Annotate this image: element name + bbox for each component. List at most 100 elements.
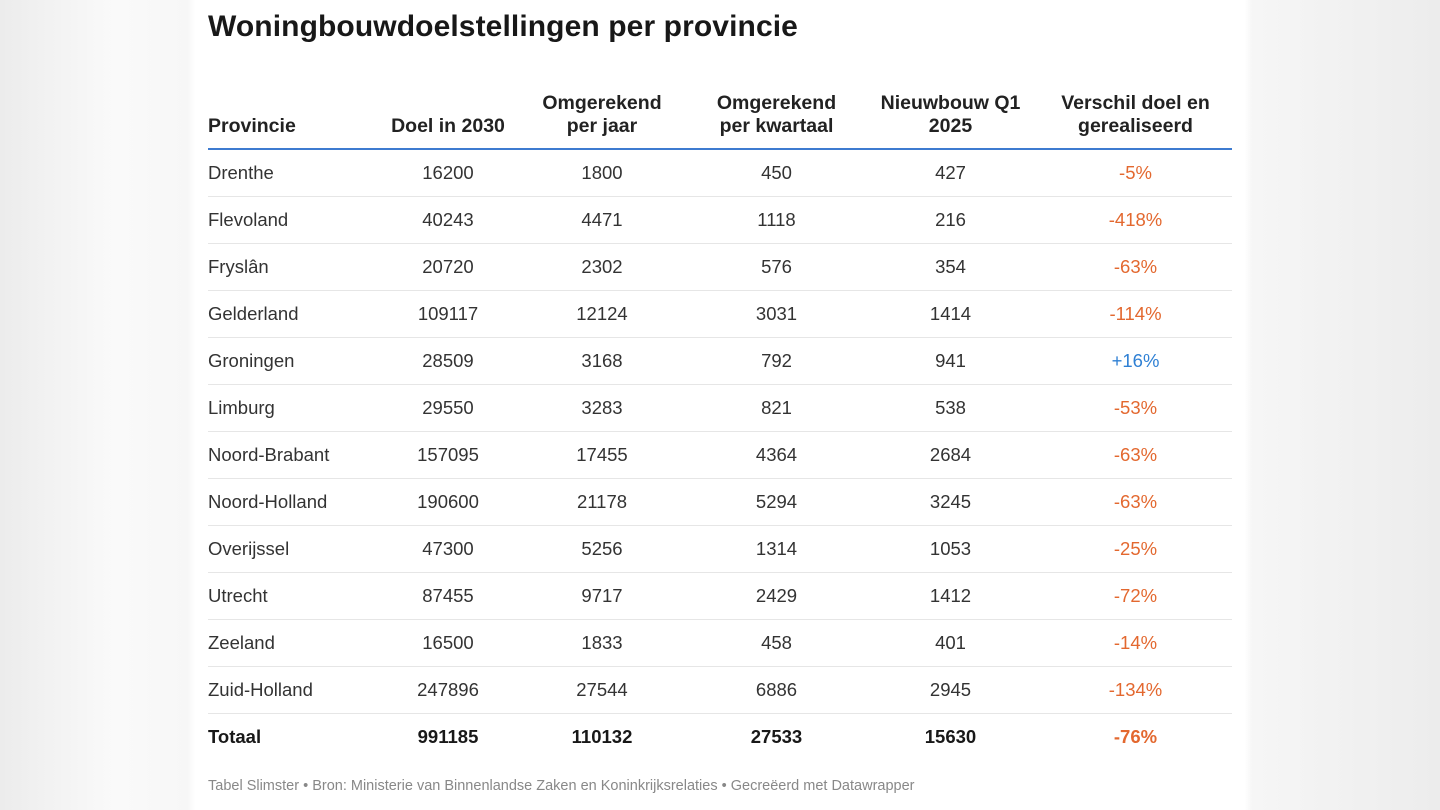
cell-verschil: -418% <box>1039 196 1232 244</box>
cell-per-kwartaal: 450 <box>691 149 862 197</box>
column-header-line: gerealiseerd <box>1078 115 1193 137</box>
cell-verschil: -63% <box>1039 478 1232 526</box>
cell-provincie: Groningen <box>208 337 383 385</box>
total-cell-nieuwbouw-q1-2025: 15630 <box>924 726 977 747</box>
cell-per-kwartaal: 2429 <box>691 572 862 620</box>
column-header-line: per kwartaal <box>719 115 834 137</box>
datawrapper-table-card: Woningbouwdoelstellingen per provincie P… <box>195 0 1245 810</box>
cell-provincie: Noord-Holland <box>208 478 383 526</box>
column-header-line: Doel in 2030 <box>391 115 505 137</box>
cell-per-jaar: 5256 <box>513 525 691 573</box>
cell-nieuwbouw-q1-2025: 354 <box>862 243 1039 291</box>
cell-doel-2030: 190600 <box>383 478 513 526</box>
table-row: Utrecht 87455 9717 2429 1412 -72% <box>208 572 1232 620</box>
cell-provincie: Limburg <box>208 384 383 432</box>
column-header-line: 2025 <box>928 115 973 137</box>
total-cell-provincie: Totaal <box>208 726 262 747</box>
total-cell-per-jaar: 110132 <box>571 726 633 747</box>
cell-per-kwartaal: 6886 <box>691 666 862 714</box>
cell-per-jaar: 17455 <box>513 431 691 479</box>
cell-verschil: -14% <box>1039 619 1232 667</box>
cell-provincie: Fryslân <box>208 243 383 291</box>
cell-verschil: -72% <box>1039 572 1232 620</box>
cell-doel-2030: 16500 <box>383 619 513 667</box>
cell-doel-2030: 47300 <box>383 525 513 573</box>
cell-per-kwartaal: 792 <box>691 337 862 385</box>
cell-per-jaar: 12124 <box>513 290 691 338</box>
table-row: Zeeland 16500 1833 458 401 -14% <box>208 619 1232 667</box>
table-row: Noord-Holland 190600 21178 5294 3245 -63% <box>208 478 1232 526</box>
column-header-nieuwbouw-q1-2025: Nieuwbouw Q1 2025 <box>862 70 1039 150</box>
table-row: Gelderland 109117 12124 3031 1414 -114% <box>208 290 1232 338</box>
cell-per-kwartaal: 821 <box>691 384 862 432</box>
cell-doel-2030: 247896 <box>383 666 513 714</box>
cell-nieuwbouw-q1-2025: 401 <box>862 619 1039 667</box>
table-row: Drenthe 16200 1800 450 427 -5% <box>208 149 1232 197</box>
table-header: Provincie Doel in 2030 Omgerekend per jaar O… <box>208 70 1232 150</box>
cell-per-jaar: 9717 <box>513 572 691 620</box>
table-row: Flevoland 40243 4471 1118 216 -418% <box>208 196 1232 244</box>
table-row: Zuid-Holland 247896 27544 6886 2945 -134% <box>208 666 1232 714</box>
total-cell-per-kwartaal: 27533 <box>750 726 803 747</box>
cell-per-jaar: 21178 <box>513 478 691 526</box>
column-header-line: Nieuwbouw Q1 <box>880 92 1021 114</box>
column-header-doel-2030: Doel in 2030 <box>383 70 513 150</box>
cell-provincie: Gelderland <box>208 290 383 338</box>
column-header-per-kwartaal: Omgerekend per kwartaal <box>691 70 862 150</box>
cell-doel-2030: 157095 <box>383 431 513 479</box>
column-header-line: per jaar <box>566 115 638 137</box>
column-header-line: Verschil doel en <box>1061 92 1210 114</box>
cell-provincie: Noord-Brabant <box>208 431 383 479</box>
column-header-per-jaar: Omgerekend per jaar <box>513 70 691 150</box>
cell-per-kwartaal: 458 <box>691 619 862 667</box>
cell-per-jaar: 27544 <box>513 666 691 714</box>
table-row: Overijssel 47300 5256 1314 1053 -25% <box>208 525 1232 573</box>
cell-verschil: +16% <box>1039 337 1232 385</box>
table-footer: Totaal 991185 110132 27533 15630 -76% <box>208 714 1232 761</box>
cell-per-kwartaal: 3031 <box>691 290 862 338</box>
total-cell-verschil: -76% <box>1113 726 1158 747</box>
cell-provincie: Zeeland <box>208 619 383 667</box>
column-header-line: Omgerekend <box>542 92 662 114</box>
cell-per-jaar: 2302 <box>513 243 691 291</box>
cell-nieuwbouw-q1-2025: 1412 <box>862 572 1039 620</box>
cell-per-jaar: 3168 <box>513 337 691 385</box>
table-row: Limburg 29550 3283 821 538 -53% <box>208 384 1232 432</box>
total-row: Totaal 991185 110132 27533 15630 -76% <box>208 714 1232 761</box>
cell-nieuwbouw-q1-2025: 2684 <box>862 431 1039 479</box>
cell-provincie: Drenthe <box>208 149 383 197</box>
total-cell-doel-2030: 991185 <box>417 726 479 747</box>
cell-per-kwartaal: 1118 <box>691 196 862 244</box>
cell-nieuwbouw-q1-2025: 2945 <box>862 666 1039 714</box>
cell-nieuwbouw-q1-2025: 3245 <box>862 478 1039 526</box>
cell-nieuwbouw-q1-2025: 216 <box>862 196 1039 244</box>
cell-per-jaar: 3283 <box>513 384 691 432</box>
cell-verschil: -53% <box>1039 384 1232 432</box>
table-row: Groningen 28509 3168 792 941 +16% <box>208 337 1232 385</box>
cell-verschil: -114% <box>1039 290 1232 338</box>
data-table: Provincie Doel in 2030 Omgerekend per jaar O… <box>208 70 1232 760</box>
cell-per-kwartaal: 5294 <box>691 478 862 526</box>
cell-verschil: -63% <box>1039 243 1232 291</box>
cell-doel-2030: 87455 <box>383 572 513 620</box>
cell-nieuwbouw-q1-2025: 1414 <box>862 290 1039 338</box>
column-header-line: Provincie <box>208 115 296 137</box>
cell-doel-2030: 109117 <box>383 290 513 338</box>
cell-provincie: Utrecht <box>208 572 383 620</box>
chart-title: Woningbouwdoelstellingen per provincie <box>208 10 798 43</box>
cell-nieuwbouw-q1-2025: 1053 <box>862 525 1039 573</box>
cell-nieuwbouw-q1-2025: 538 <box>862 384 1039 432</box>
cell-verschil: -5% <box>1039 149 1232 197</box>
cell-per-jaar: 1833 <box>513 619 691 667</box>
table-row: Fryslân 20720 2302 576 354 -63% <box>208 243 1232 291</box>
cell-provincie: Overijssel <box>208 525 383 573</box>
cell-doel-2030: 16200 <box>383 149 513 197</box>
table-header-row: Provincie Doel in 2030 Omgerekend per jaar O… <box>208 70 1232 150</box>
column-header-provincie: Provincie <box>208 70 383 150</box>
cell-doel-2030: 28509 <box>383 337 513 385</box>
cell-verschil: -63% <box>1039 431 1232 479</box>
cell-nieuwbouw-q1-2025: 427 <box>862 149 1039 197</box>
source-footer: Tabel Slimster • Bron: Ministerie van Bi… <box>208 778 915 794</box>
cell-per-kwartaal: 4364 <box>691 431 862 479</box>
cell-doel-2030: 40243 <box>383 196 513 244</box>
